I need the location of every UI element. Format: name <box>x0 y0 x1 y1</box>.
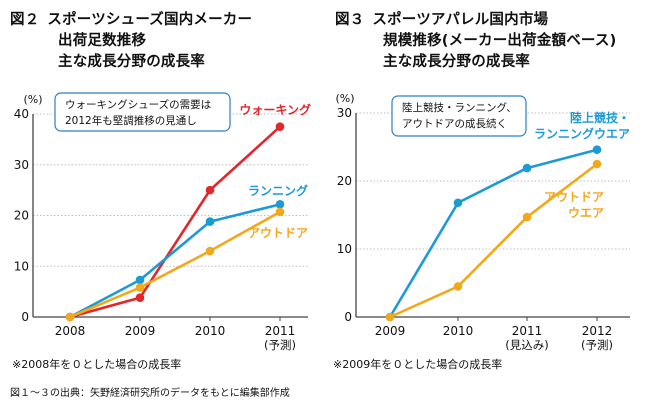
title-line-2: 出荷足数推移 <box>58 33 147 49</box>
x-tick-sublabel: (予測) <box>581 338 613 352</box>
chart-title-left: 図２ スポーツシューズ国内メーカー 出荷足数推移 主な成長分野の成長率 <box>10 10 252 73</box>
y-tick-label: 10 <box>337 242 352 256</box>
data-point <box>135 283 145 292</box>
x-tick-label: 2010 <box>195 324 226 338</box>
figure-number: 図３ <box>335 12 365 28</box>
x-tick-sublabel: (予測) <box>264 338 296 352</box>
series-line <box>389 162 598 319</box>
series-label: 陸上競技・ <box>570 110 630 125</box>
annotation-text: 陸上競技・ランニング、 <box>402 101 517 114</box>
y-tick-label: 20 <box>14 209 29 223</box>
data-point <box>522 163 532 173</box>
x-tick-label: 2009 <box>375 324 406 338</box>
series-label: ウエア <box>568 206 604 220</box>
data-point <box>453 198 463 208</box>
x-tick-sublabel: (見込み) <box>505 338 548 352</box>
x-tick-label: 2012 <box>582 324 613 338</box>
y-tick-label: 0 <box>344 310 352 324</box>
title-line-1: スポーツシューズ国内メーカー <box>47 12 253 28</box>
title-line-1: スポーツアパレル国内市場 <box>372 12 549 28</box>
series-line <box>388 148 598 318</box>
y-tick-label: 30 <box>337 106 352 120</box>
series-line <box>69 210 281 319</box>
annotation-box <box>391 95 527 137</box>
y-tick-label: 0 <box>21 310 29 324</box>
x-tick-label: 2009 <box>125 324 156 338</box>
annotation-text: アウトドアの成長続く <box>402 117 507 130</box>
data-point <box>453 282 463 291</box>
series-label: ランニングウエア <box>534 126 630 141</box>
x-tick-label: 2011 <box>265 324 296 338</box>
y-unit-label: (%) <box>335 92 354 105</box>
annotation-text: ウォーキングシューズの需要は <box>65 98 211 111</box>
data-point <box>275 122 285 131</box>
annotation-text: 2012年も堅調推移の見通し <box>65 114 197 127</box>
data-point <box>205 217 215 226</box>
series-label: アウトドア <box>248 226 308 240</box>
footnote-right: ※2009年を０とした場合の成長率 <box>333 358 503 371</box>
data-point <box>65 312 75 322</box>
data-point <box>275 200 285 209</box>
data-point <box>592 145 602 155</box>
data-point <box>135 275 145 285</box>
y-tick-label: 30 <box>14 158 29 172</box>
annotation-box <box>54 92 231 132</box>
x-tick-label: 2010 <box>443 324 474 338</box>
series-label: ランニング <box>248 183 308 198</box>
title-line-3: 主な成長分野の成長率 <box>58 54 205 70</box>
y-unit-label: (%) <box>23 93 42 106</box>
chart-title-right: 図３ スポーツアパレル国内市場 規模推移(メーカー出荷金額ベース) 主な成長分野の… <box>335 10 616 73</box>
source-note: 図１～３の出典：矢野経済研究所のデータをもとに編集部作成 <box>10 388 290 399</box>
series-label: アウトドア <box>544 190 604 204</box>
series-line <box>69 203 281 319</box>
data-point <box>135 293 145 303</box>
data-point <box>205 185 215 195</box>
y-tick-label: 20 <box>337 174 352 188</box>
series-line <box>69 125 281 319</box>
x-tick-label: 2011 <box>512 324 543 338</box>
data-point <box>592 159 602 169</box>
data-point <box>522 212 532 222</box>
figure-number: 図２ <box>10 12 40 28</box>
x-tick-label: 2008 <box>55 324 86 338</box>
series-label: ウォーキング <box>239 102 311 117</box>
y-tick-label: 40 <box>14 107 29 121</box>
data-point <box>385 312 395 322</box>
title-line-2: 規模推移(メーカー出荷金額ベース) <box>383 33 617 49</box>
data-point <box>275 207 285 217</box>
title-line-3: 主な成長分野の成長率 <box>383 54 530 70</box>
footnote-left: ※2008年を０とした場合の成長率 <box>12 358 182 371</box>
data-point <box>205 246 215 256</box>
y-tick-label: 10 <box>14 259 29 273</box>
